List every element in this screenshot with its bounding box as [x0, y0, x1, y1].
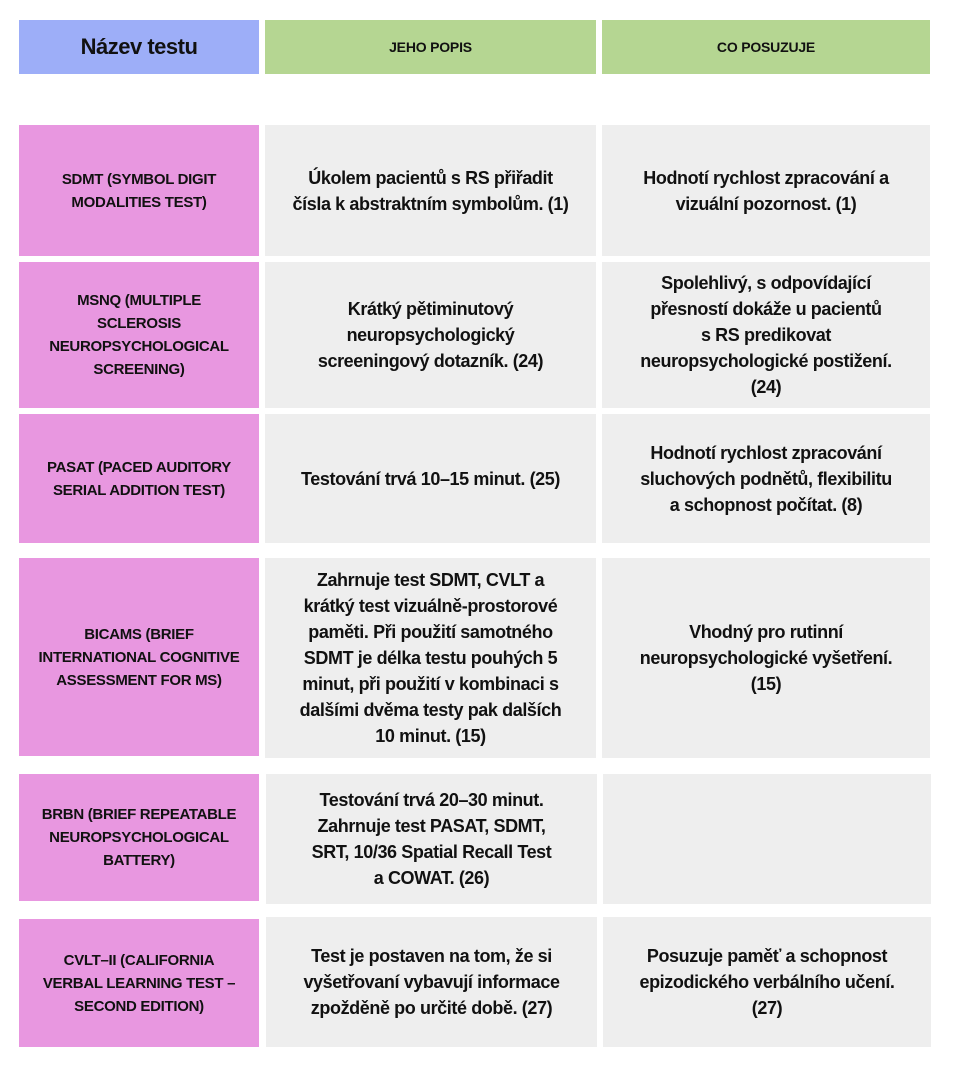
test-name-cell: CVLT–II (CALIFORNIA VERBAL LEARNING TEST… [19, 919, 259, 1047]
header-description: JEHO POPIS [265, 20, 596, 74]
test-description-cell: Testování trvá 20–30 minut. Zahrnuje tes… [266, 774, 597, 904]
test-assesses-cell [603, 774, 931, 904]
test-description-cell: Úkolem pacientů s RS přiřadit čísla k ab… [265, 125, 596, 256]
test-name-cell: MSNQ (MULTIPLE SCLEROSIS NEUROPSYCHOLOGI… [19, 262, 259, 408]
test-assesses-cell: Hodnotí rychlost zpracování a vizuální p… [602, 125, 930, 256]
test-assesses-cell: Spolehlivý, s odpovídající přesností dok… [602, 262, 930, 408]
test-description-cell: Testování trvá 10–15 minut. (25) [265, 414, 596, 543]
test-name-cell: PASAT (PACED AUDITORY SERIAL ADDITION TE… [19, 414, 259, 543]
header-assesses: CO POSUZUJE [602, 20, 930, 74]
test-description-cell: Krátký pětiminutový neuropsychologický s… [265, 262, 596, 408]
test-assesses-cell: Hodnotí rychlost zpracování sluchových p… [602, 414, 930, 543]
test-description-cell: Zahrnuje test SDMT, CVLT a krátký test v… [265, 558, 596, 758]
test-name-cell: SDMT (SYMBOL DIGIT MODALITIES TEST) [19, 125, 259, 256]
header-test-name: Název testu [19, 20, 259, 74]
test-name-cell: BRBN (BRIEF REPEATABLE NEUROPSYCHOLOGICA… [19, 774, 259, 901]
test-assesses-cell: Posuzuje paměť a schopnost epizodického … [603, 917, 931, 1047]
test-assesses-cell: Vhodný pro rutinní neuropsychologické vy… [602, 558, 930, 758]
test-name-cell: BICAMS (BRIEF INTERNATIONAL COGNITIVE AS… [19, 558, 259, 756]
test-description-cell: Test je postaven na tom, že si vyšetřova… [266, 917, 597, 1047]
